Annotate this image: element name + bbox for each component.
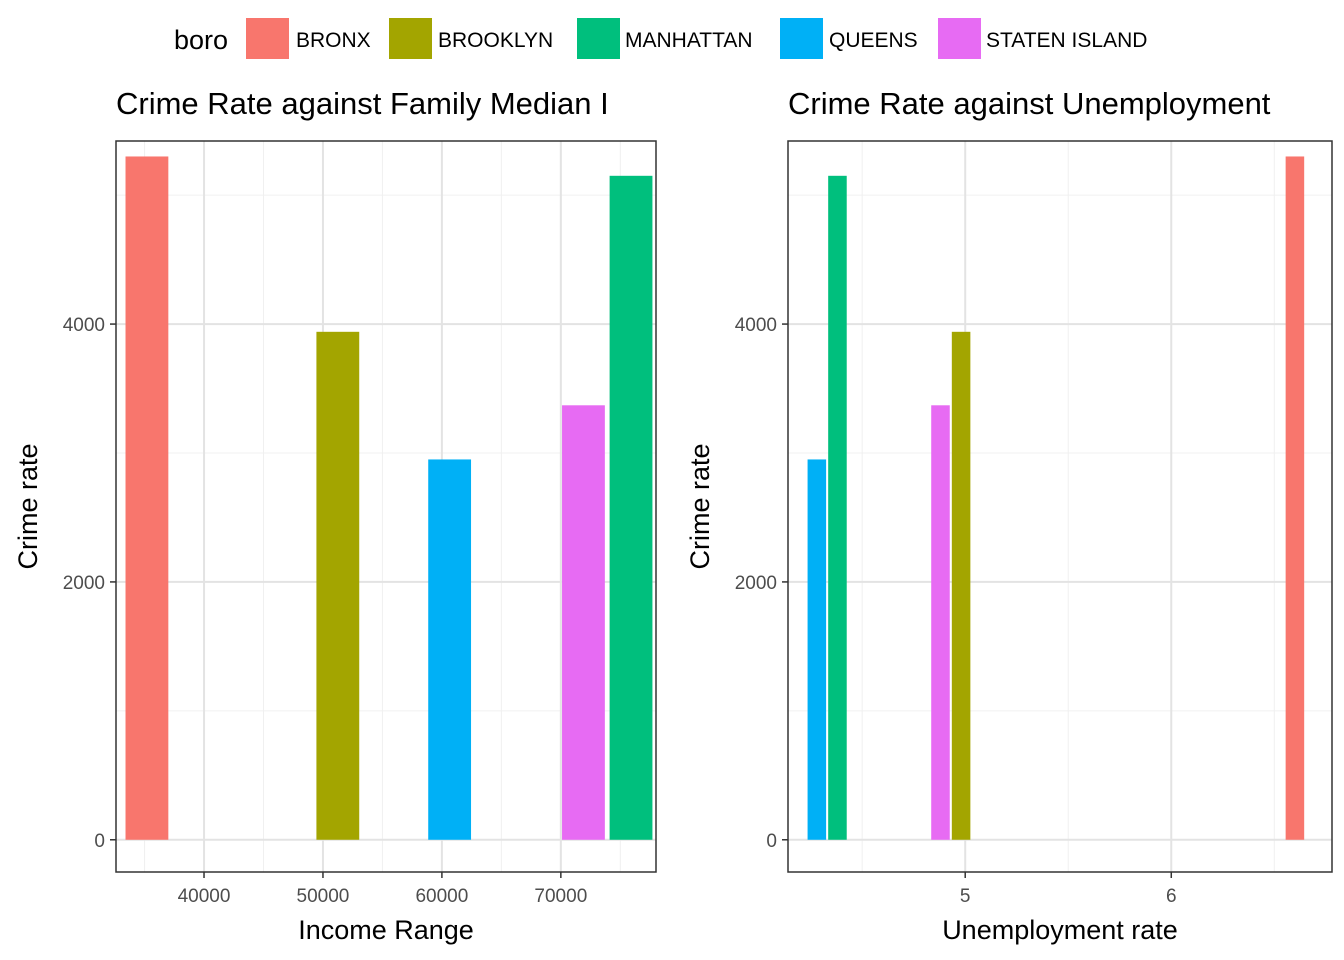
x-tick-label: 5 [960, 886, 971, 907]
x-tick-label: 60000 [415, 886, 468, 907]
panel-unemployment: 5 6 0 2000 4000 Unemployment rate Crime rate [685, 140, 1333, 945]
chart-title-income: Crime Rate against Family Median I [116, 86, 609, 121]
legend-key-queens [780, 18, 823, 59]
plot-background [788, 141, 1332, 872]
plot-border [115, 140, 657, 873]
legend-key-brooklyn [389, 18, 432, 59]
legend-label-staten-island: STATEN ISLAND [986, 29, 1147, 52]
y-tick-label: 4000 [735, 315, 777, 336]
bar-brooklyn [316, 331, 360, 840]
y-tick-label: 0 [94, 831, 105, 852]
legend-label-bronx: BRONX [296, 29, 371, 52]
bar-staten-island [562, 405, 605, 840]
x-tick-label: 40000 [178, 886, 231, 907]
bar-bronx [125, 156, 169, 840]
chart-title-unemployment: Crime Rate against Unemployment [788, 86, 1271, 121]
y-tick-label: 0 [766, 831, 777, 852]
legend-key-staten-island [938, 18, 981, 59]
y-tick-label: 2000 [63, 573, 105, 594]
x-tick-label: 70000 [534, 886, 587, 907]
bar-queens [428, 459, 472, 840]
plot-border [787, 140, 1333, 873]
legend-title: boro [174, 25, 228, 55]
bar-bronx [1285, 156, 1305, 840]
x-tick-label: 50000 [297, 886, 350, 907]
legend: boro BRONX BROOKLYN MANHATTAN QUEENS STATEN … [174, 18, 1147, 59]
bar-queens [807, 459, 827, 840]
y-tick-label: 4000 [63, 315, 105, 336]
x-axis-title-income: Income Range [298, 915, 474, 945]
y-axis-title-income: Crime rate [13, 443, 43, 569]
x-tick-label: 6 [1166, 886, 1177, 907]
legend-label-queens: QUEENS [829, 29, 918, 52]
bar-brooklyn [951, 331, 971, 840]
legend-key-bronx [246, 18, 289, 59]
x-axis-title-unemployment: Unemployment rate [942, 915, 1178, 945]
panel-income: 40000 50000 60000 70000 0 2000 4000 Income Rang… [13, 140, 657, 945]
bar-staten-island [931, 405, 950, 840]
bar-manhattan [609, 175, 653, 840]
y-tick-label: 2000 [735, 573, 777, 594]
y-axis-title-unemployment: Crime rate [685, 443, 715, 569]
legend-items: BRONX BROOKLYN MANHATTAN QUEENS STATEN ISLAN… [246, 18, 1147, 59]
legend-label-manhattan: MANHATTAN [625, 29, 753, 52]
legend-label-brooklyn: BROOKLYN [438, 29, 553, 52]
bar-manhattan [828, 175, 847, 840]
legend-key-manhattan [577, 18, 620, 59]
